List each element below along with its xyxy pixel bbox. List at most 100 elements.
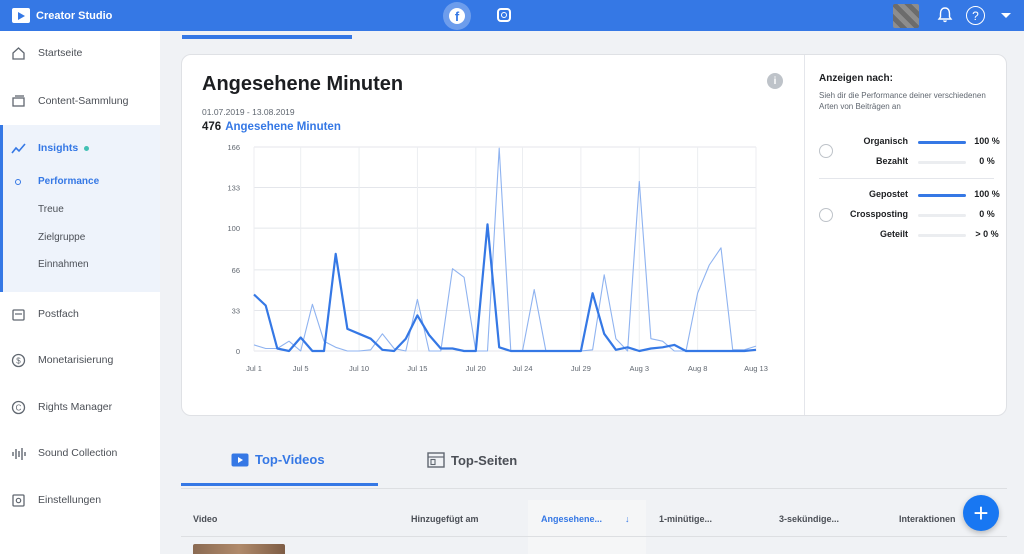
- instagram-icon[interactable]: [497, 8, 511, 22]
- filter-label: Crossposting: [849, 209, 908, 219]
- x-tick-label: Aug 8: [688, 364, 708, 373]
- column-header-video[interactable]: Video: [193, 514, 218, 524]
- sidebar-item-startseite[interactable]: Startseite: [0, 40, 160, 66]
- filter-value: 0 %: [979, 156, 995, 166]
- active-sub-dot: [15, 179, 21, 185]
- sidebar-item-label: Startseite: [38, 47, 83, 59]
- video-thumbnail[interactable]: [193, 544, 285, 554]
- radio-group-2[interactable]: [819, 208, 833, 222]
- filter-bar: [918, 194, 966, 197]
- x-tick-label: Jul 1: [246, 364, 262, 373]
- sidebar-item-rights-manager[interactable]: C Rights Manager: [0, 394, 160, 420]
- column-header-1min[interactable]: 1-minütige...: [659, 514, 713, 524]
- total-label: Angesehene Minuten: [225, 121, 341, 133]
- sub-item-einnahmen[interactable]: Einnahmen: [38, 259, 89, 270]
- info-icon[interactable]: i: [767, 73, 783, 89]
- sidebar-item-label: Postfach: [38, 308, 79, 320]
- active-tab-underline: [181, 483, 378, 486]
- sidebar-item-einstellungen[interactable]: Einstellungen: [0, 487, 160, 513]
- sidebar-item-postfach[interactable]: Postfach: [0, 301, 160, 327]
- sidebar-item-label: Einstellungen: [38, 494, 102, 506]
- sidebar-item-label: Insights: [38, 142, 79, 154]
- page-icon: [427, 452, 445, 468]
- svg-text:$: $: [16, 356, 21, 365]
- x-tick-label: Jul 29: [571, 364, 591, 373]
- y-tick-label: 133: [227, 184, 240, 193]
- tabs: Top-Videos Top-Seiten: [181, 440, 1007, 490]
- filter-row-bezahlt: Bezahlt 0 %: [822, 156, 1002, 170]
- filter-value: 0 %: [979, 209, 995, 219]
- filter-label: Bezahlt: [875, 156, 908, 166]
- date-range: 01.07.2019 - 13.08.2019: [202, 107, 295, 117]
- sidebar-item-label: Rights Manager: [38, 401, 113, 413]
- filter-bar-fill: [918, 194, 966, 197]
- filter-row-organisch: Organisch 100 %: [822, 136, 1002, 150]
- filter-row-geteilt: Geteilt > 0 %: [822, 229, 1002, 243]
- sidebar-item-content-sammlung[interactable]: Content-Sammlung: [0, 88, 160, 114]
- help-icon[interactable]: ?: [966, 6, 985, 25]
- filter-bar: [918, 161, 966, 164]
- insights-card: Angesehene Minuten i 01.07.2019 - 13.08.…: [181, 54, 1007, 416]
- filter-value: 100 %: [974, 136, 1000, 146]
- sidebar-item-label: Monetarisierung: [38, 354, 114, 366]
- svg-text:C: C: [15, 403, 21, 412]
- filter-panel-title: Anzeigen nach:: [819, 73, 893, 84]
- bell-icon[interactable]: [936, 6, 954, 24]
- column-header-3sec[interactable]: 3-sekündige...: [779, 514, 840, 524]
- filter-bar: [918, 234, 966, 237]
- radio-group-1[interactable]: [819, 144, 833, 158]
- column-header-added[interactable]: Hinzugefügt am: [411, 514, 479, 524]
- library-icon: [10, 93, 26, 109]
- status-dot: [84, 145, 90, 151]
- filter-row-gepostet: Gepostet 100 %: [822, 189, 1002, 203]
- x-tick-label: Jul 20: [466, 364, 486, 373]
- column-header-interactions[interactable]: Interaktionen: [899, 514, 956, 524]
- avatar[interactable]: [893, 4, 919, 28]
- facebook-icon[interactable]: f: [443, 2, 471, 30]
- x-tick-label: Aug 3: [629, 364, 649, 373]
- sidebar-item-insights[interactable]: Insights: [0, 135, 160, 161]
- chevron-down-icon[interactable]: [1001, 13, 1011, 18]
- card-title: Angesehene Minuten: [202, 73, 404, 95]
- tab-top-videos[interactable]: Top-Videos: [231, 452, 325, 467]
- active-section-bg: [0, 125, 160, 292]
- sound-icon: [10, 445, 26, 461]
- sub-item-performance[interactable]: Performance: [38, 176, 100, 187]
- tab-label: Top-Videos: [255, 452, 325, 467]
- table-divider: [181, 536, 1007, 537]
- filter-bar: [918, 141, 966, 144]
- filter-separator: [819, 178, 994, 179]
- section-underline: [182, 35, 352, 39]
- table-header: Video Hinzugefügt am Angesehene... ↓ 1-m…: [181, 500, 1007, 536]
- series-line-2: [253, 147, 757, 352]
- brand[interactable]: Creator Studio: [0, 8, 112, 23]
- sidebar-item-sound-collection[interactable]: Sound Collection: [0, 440, 160, 466]
- filter-value: > 0 %: [975, 229, 999, 239]
- insights-icon: [10, 140, 26, 156]
- y-tick-label: 66: [232, 266, 240, 275]
- filter-row-crossposting: Crossposting 0 %: [822, 209, 1002, 223]
- home-icon: [10, 45, 26, 61]
- settings-icon: [10, 492, 26, 508]
- app-title: Creator Studio: [36, 9, 113, 22]
- sub-item-treue[interactable]: Treue: [38, 204, 64, 215]
- total-metric: 476 Angesehene Minuten: [202, 121, 341, 133]
- minutes-line-chart[interactable]: 0 33 66 100 133 166 Jul 1 Jul 5 Jul 10 Jul 15 Jul …: [202, 139, 782, 379]
- y-tick-label: 166: [227, 143, 240, 152]
- x-tick-label: Jul 15: [407, 364, 427, 373]
- sort-arrow-icon[interactable]: ↓: [625, 514, 630, 524]
- sidebar-item-monetarisierung[interactable]: $ Monetarisierung: [0, 347, 160, 373]
- tab-top-seiten[interactable]: Top-Seiten: [427, 452, 517, 468]
- create-button[interactable]: +: [963, 495, 999, 531]
- sub-item-zielgruppe[interactable]: Zielgruppe: [38, 232, 86, 243]
- sidebar-item-label: Content-Sammlung: [38, 95, 129, 107]
- filter-bar: [918, 214, 966, 217]
- column-header-minutes[interactable]: Angesehene...: [541, 514, 603, 524]
- x-tick-label: Jul 5: [293, 364, 309, 373]
- y-tick-label: 100: [227, 224, 240, 233]
- filter-label: Gepostet: [868, 189, 908, 199]
- x-tick-label: Aug 13: [744, 364, 768, 373]
- tab-label: Top-Seiten: [451, 452, 518, 468]
- card-divider: [804, 55, 805, 415]
- filter-value: 100 %: [974, 189, 1000, 199]
